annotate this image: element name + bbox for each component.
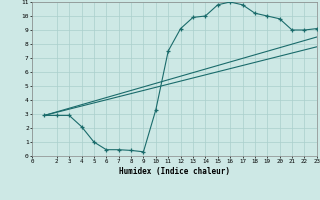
X-axis label: Humidex (Indice chaleur): Humidex (Indice chaleur) [119, 167, 230, 176]
